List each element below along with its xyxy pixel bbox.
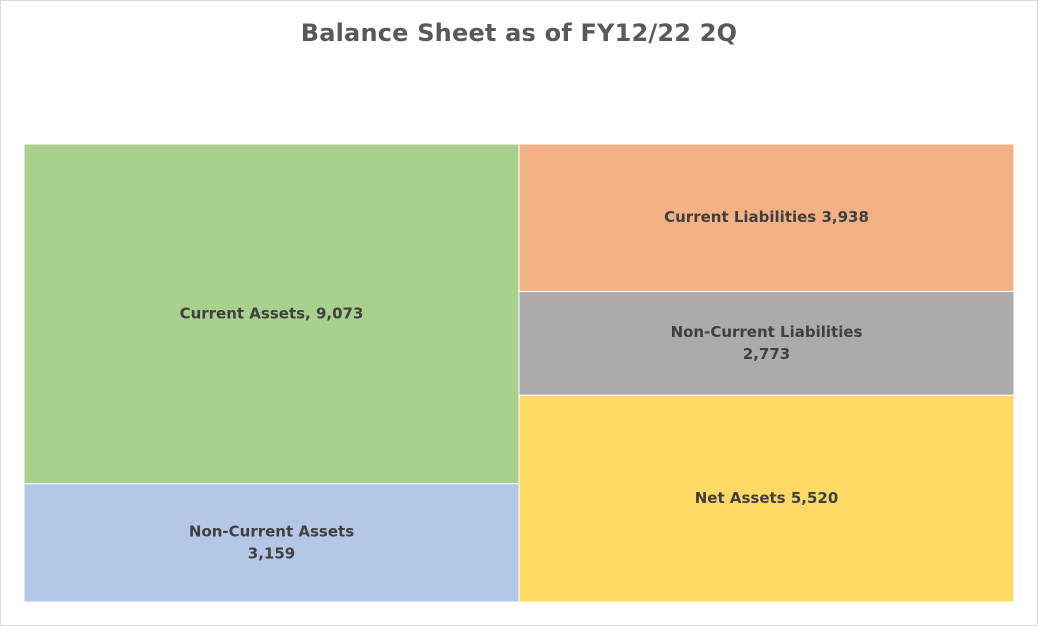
treemap-label-non-current-liabilities: Non-Current Liabilities 2,773 (671, 323, 863, 363)
treemap-cell-current-liabilities (518, 143, 1015, 292)
treemap-label-net-assets: Net Assets 5,520 (695, 489, 839, 507)
treemap-cell-non-current-assets (23, 483, 520, 603)
treemap-cell-current-assets (23, 143, 520, 485)
treemap-label-current-assets: Current Assets, 9,073 (180, 304, 364, 322)
treemap-label-non-current-assets: Non-Current Assets 3,159 (189, 522, 354, 562)
treemap-cell-non-current-liabilities (518, 290, 1015, 396)
treemap-cell-net-assets (518, 394, 1015, 603)
treemap-label-current-liabilities: Current Liabilities 3,938 (664, 208, 869, 226)
chart-title: Balance Sheet as of FY12/22 2Q (300, 19, 738, 47)
